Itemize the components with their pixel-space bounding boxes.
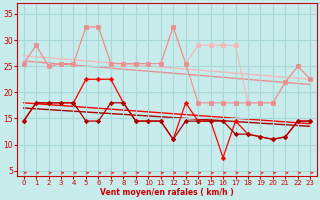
X-axis label: Vent moyen/en rafales ( km/h ): Vent moyen/en rafales ( km/h ) bbox=[100, 188, 234, 197]
